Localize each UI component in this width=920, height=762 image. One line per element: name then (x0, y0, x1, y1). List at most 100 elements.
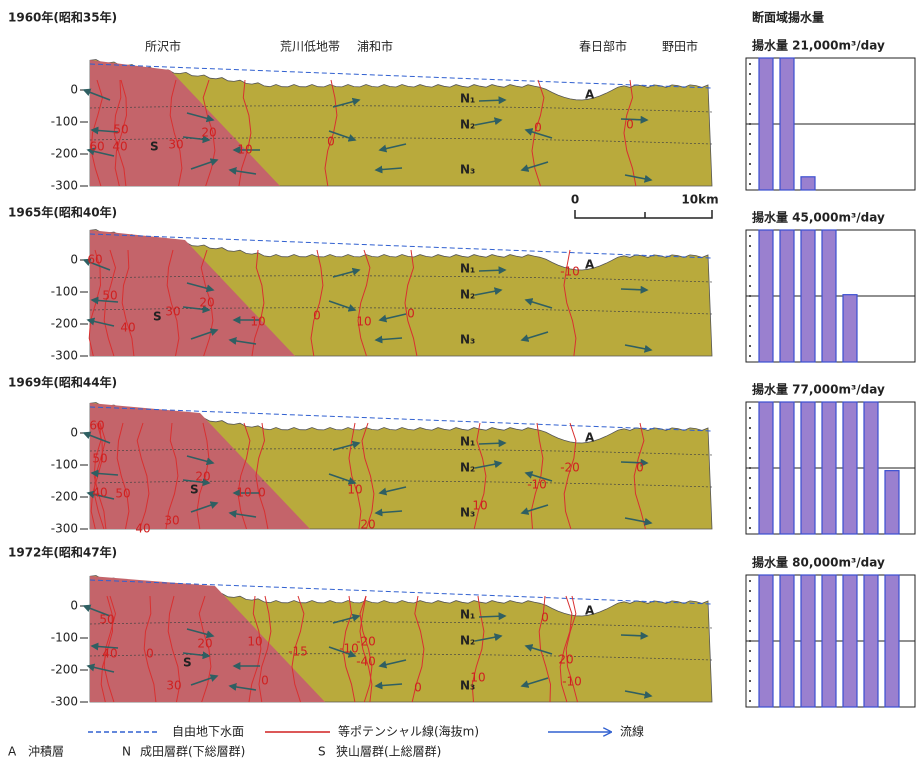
box-dot (749, 600, 751, 602)
box-dot (749, 325, 751, 327)
pumping-bar (822, 230, 836, 362)
box-dot (749, 690, 751, 692)
pumping-bar (885, 575, 899, 707)
place: 荒川低地帯 (280, 40, 340, 54)
box-dot (749, 650, 751, 652)
box-dot (749, 173, 751, 175)
contour-label: -20 (560, 461, 580, 475)
legend-label: 沖積層 (28, 744, 64, 759)
contour-label: 40 (135, 522, 150, 536)
pumping-bar (759, 402, 773, 534)
box-dot (749, 620, 751, 622)
pumping-bar (864, 402, 878, 534)
layer-label: S (150, 140, 159, 154)
layer-label: N₂ (460, 288, 475, 302)
depth-label: -300 (51, 522, 78, 536)
box-dot (749, 183, 751, 185)
contour-label: -15 (288, 645, 308, 659)
legend-label: 狭山層群(上総層群) (336, 745, 441, 759)
section-panel: 1969年(昭和44年)0-100-200-300605040504030201… (8, 375, 915, 536)
box-dot (749, 93, 751, 95)
pumping-bar (843, 575, 857, 707)
contour-label: 10 (347, 483, 362, 497)
pumping-bar (843, 295, 857, 362)
contour-label: 50 (99, 613, 114, 627)
depth-label: -200 (51, 490, 78, 504)
box-dot (749, 143, 751, 145)
box-dot (749, 680, 751, 682)
legend-label: 流線 (620, 724, 644, 739)
depth-label: -100 (51, 115, 78, 129)
box-dot (749, 527, 751, 529)
box-dot (749, 437, 751, 439)
box-dot (749, 73, 751, 75)
contour-label: 40 (120, 321, 135, 335)
flow-line (621, 289, 647, 290)
place: 浦和市 (357, 39, 393, 54)
box-dot (749, 255, 751, 257)
contour-label: 60 (89, 419, 104, 433)
depth-label: 0 (70, 426, 78, 440)
layer-label: A (585, 431, 595, 445)
pumping-bar (801, 575, 815, 707)
depth-label: -200 (51, 147, 78, 161)
pumping-bar (780, 402, 794, 534)
depth-label: -200 (51, 663, 78, 677)
layer-label: N₃ (460, 333, 475, 347)
layer-label: N₁ (460, 435, 475, 449)
layer-label: S (153, 310, 162, 324)
depth-label: -300 (51, 695, 78, 709)
depth-label: -100 (51, 631, 78, 645)
contour-label: 60 (89, 140, 104, 154)
layer-label: N₁ (460, 92, 475, 106)
legend-key: S (318, 745, 326, 759)
box-dot (749, 477, 751, 479)
pumping-bar (780, 575, 794, 707)
box-dot (749, 103, 751, 105)
layer-label: N₁ (460, 608, 475, 622)
box-dot (749, 285, 751, 287)
figure: 所沢市 荒川低地帯 浦和市 春日部市 野田市 断面域揚水量 0 10km 自由地… (0, 0, 920, 762)
place-names: 所沢市 荒川低地帯 浦和市 春日部市 野田市 (145, 39, 698, 54)
pumping-bar (780, 58, 794, 190)
flow-line (479, 443, 505, 444)
pumping-bar (843, 402, 857, 534)
box-dot (749, 467, 751, 469)
contour-label: 0 (313, 309, 321, 323)
scale-label: 10km (681, 193, 718, 207)
pumping-bar (801, 230, 815, 362)
box-dot (749, 163, 751, 165)
depth-label: -100 (51, 285, 78, 299)
box-dot (749, 487, 751, 489)
box-dot (749, 315, 751, 317)
contour-label: 30 (164, 514, 179, 528)
box-dot (749, 335, 751, 337)
contour-label: -10 (562, 675, 582, 689)
contour-label: -20 (356, 635, 376, 649)
contour-label: 20 (558, 653, 573, 667)
contour-label: 40 (112, 140, 127, 154)
box-dot (749, 457, 751, 459)
box-dot (749, 417, 751, 419)
layer-label: S (183, 656, 192, 670)
box-dot (749, 63, 751, 65)
depth-label: 0 (70, 599, 78, 613)
box-dot (749, 235, 751, 237)
box-dot (749, 590, 751, 592)
contour-label: 20 (360, 518, 375, 532)
layer-label: A (585, 88, 595, 102)
pumping-title: 断面域揚水量 (752, 10, 824, 25)
legend-key: A (8, 745, 17, 759)
box-dot (749, 153, 751, 155)
contour-label: 0 (541, 611, 549, 625)
box-dot (749, 670, 751, 672)
pumping-label: 揚水量 77,000m³/day (752, 382, 885, 397)
contour-label: -10 (527, 478, 547, 492)
contour-label: 50 (115, 487, 130, 501)
legend-label: 自由地下水面 (172, 725, 244, 739)
contour-label: 60 (87, 253, 102, 267)
scale-label: 0 (571, 193, 579, 207)
